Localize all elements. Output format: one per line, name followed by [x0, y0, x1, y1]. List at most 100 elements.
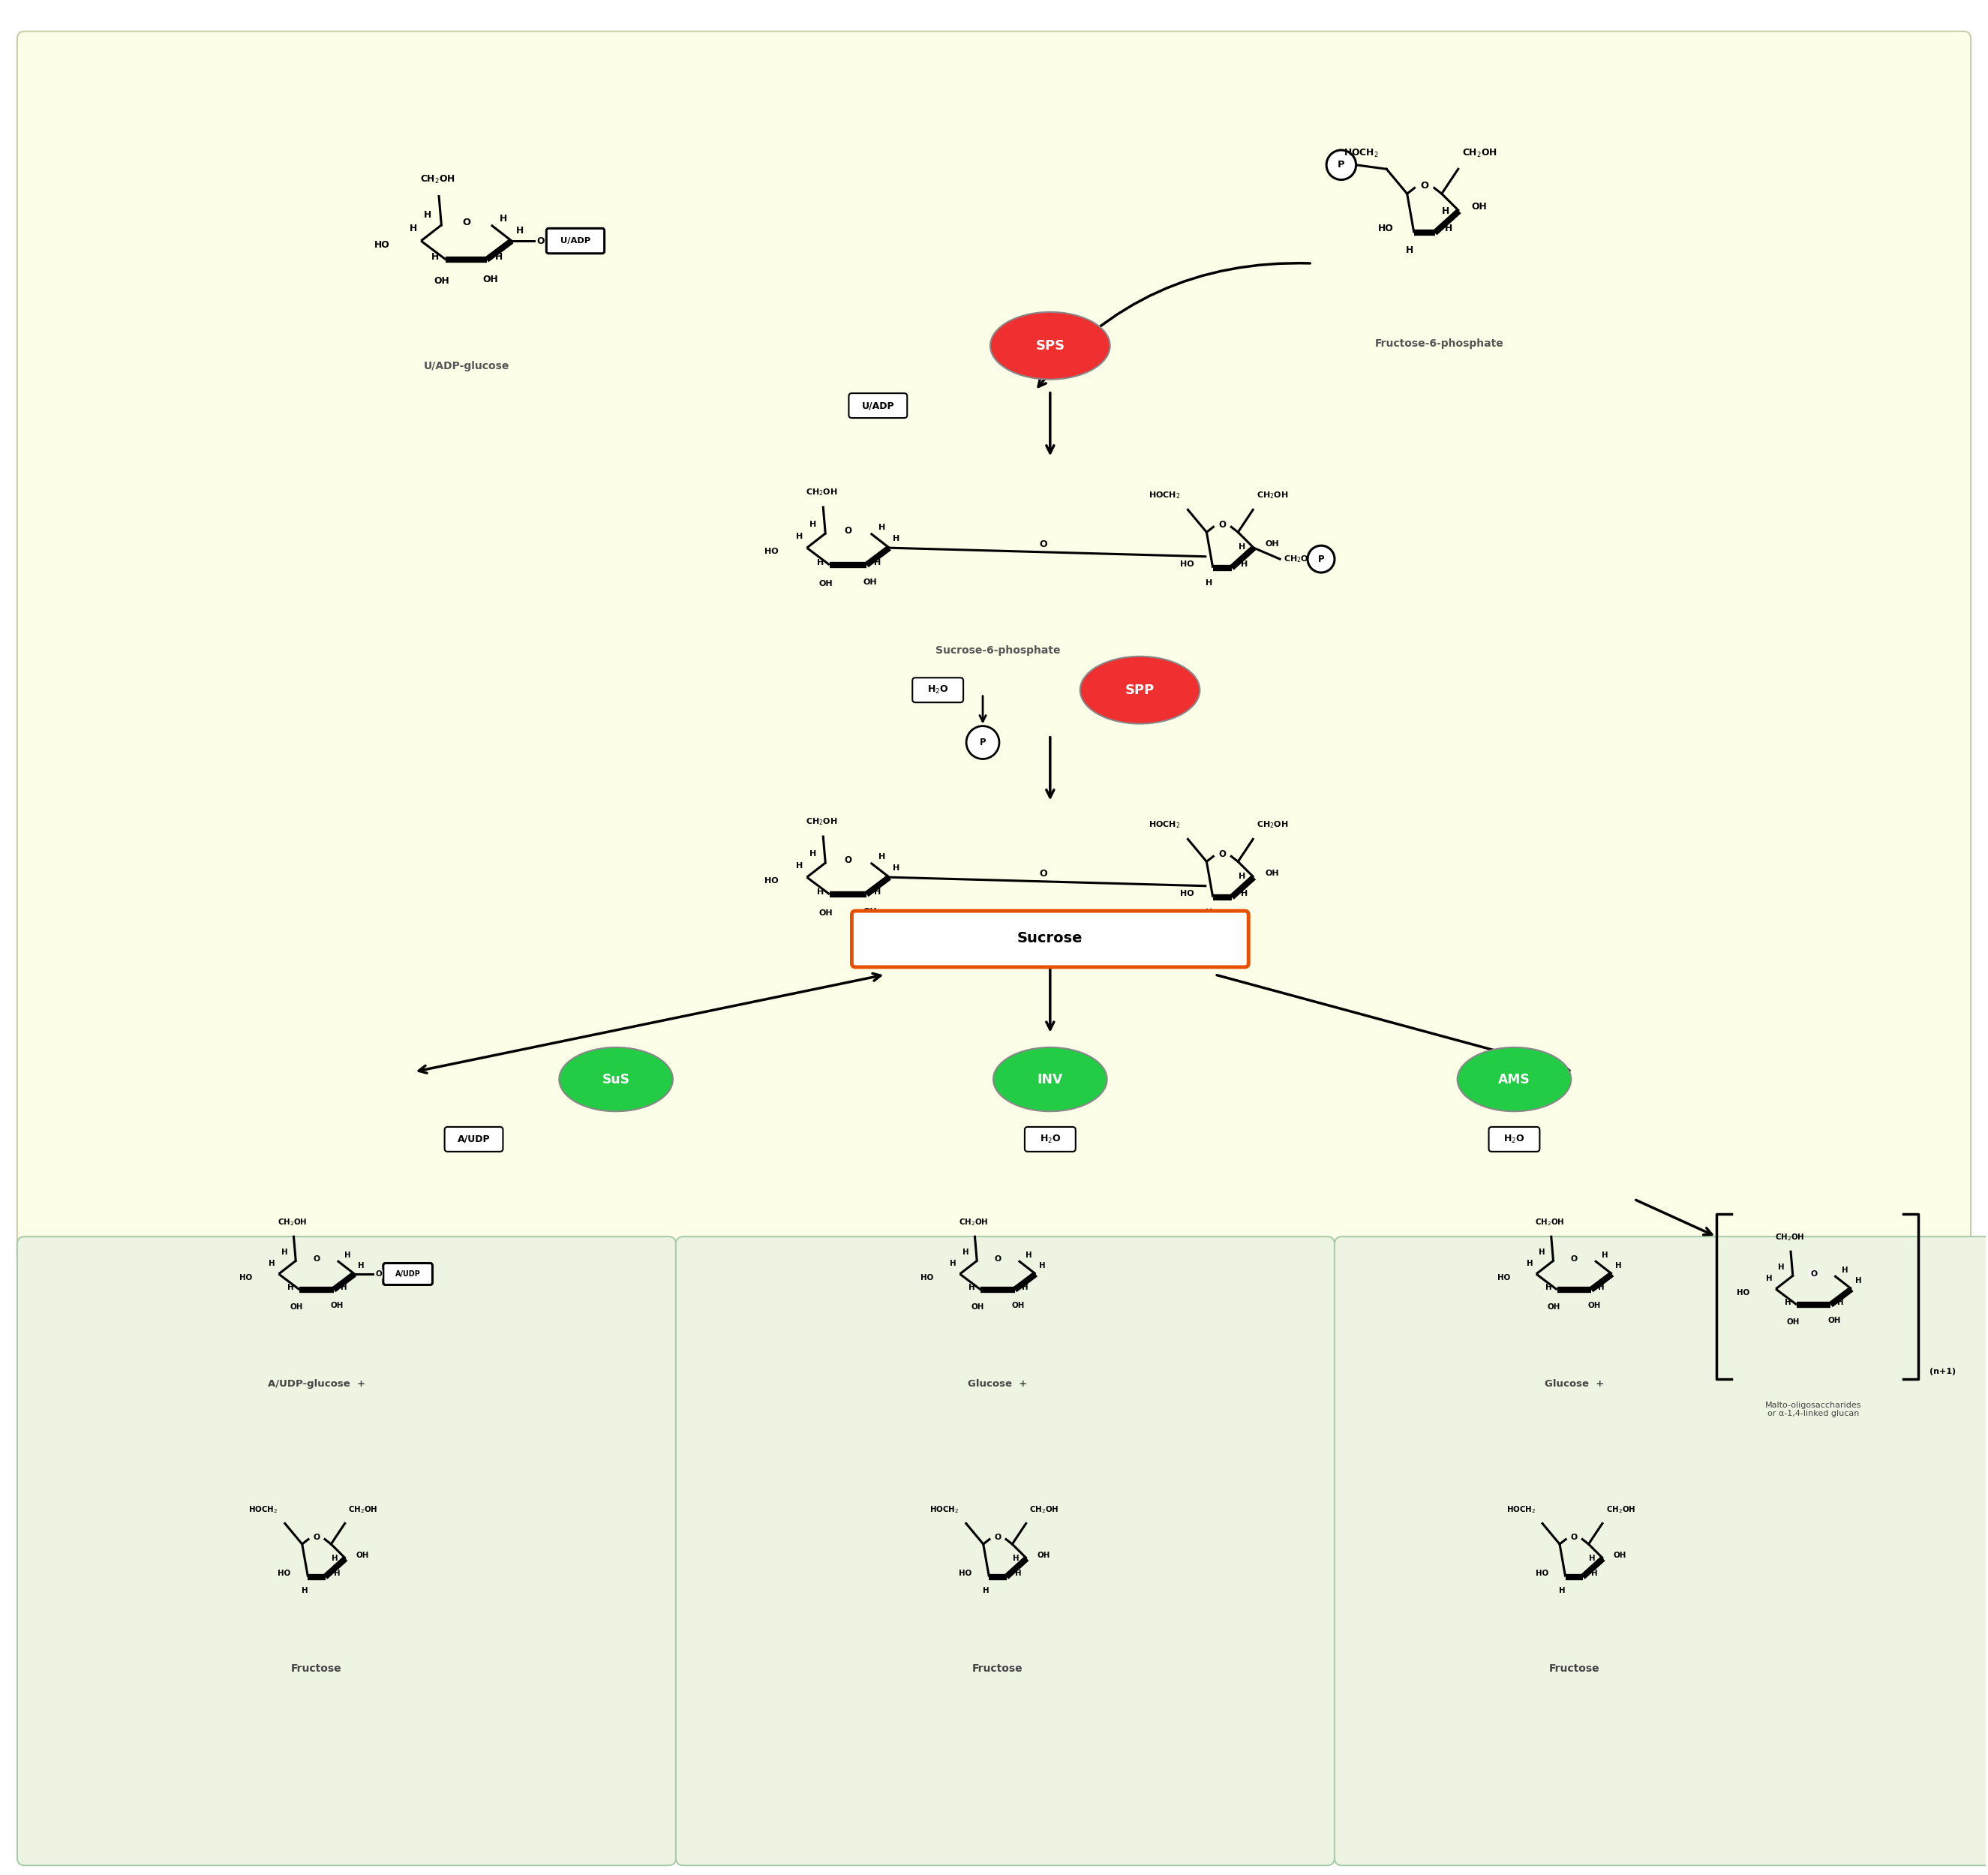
Text: OH: OH — [330, 1301, 344, 1309]
Text: H: H — [431, 253, 439, 262]
Text: CH$_2$OH: CH$_2$OH — [1256, 491, 1288, 501]
Text: CH$_2$OH: CH$_2$OH — [1030, 1506, 1060, 1515]
Text: OH: OH — [819, 579, 833, 587]
Text: O: O — [994, 1254, 1002, 1262]
Text: HOCH$_2$: HOCH$_2$ — [1507, 1506, 1535, 1515]
Text: H: H — [1022, 1284, 1028, 1292]
Text: Fructose: Fructose — [1549, 1663, 1600, 1674]
Text: H: H — [809, 849, 817, 857]
Text: H: H — [1765, 1275, 1773, 1282]
Text: CH$_2$OH: CH$_2$OH — [805, 488, 837, 497]
FancyBboxPatch shape — [1334, 1238, 1988, 1866]
Text: H: H — [795, 862, 803, 870]
Text: HO: HO — [1181, 561, 1195, 568]
Text: H: H — [1241, 889, 1248, 896]
Text: HO: HO — [1497, 1273, 1511, 1281]
Text: O: O — [994, 1534, 1002, 1541]
Text: U/ADP-glucose: U/ADP-glucose — [423, 360, 509, 371]
Text: H: H — [410, 223, 417, 232]
Text: OH: OH — [1588, 1301, 1600, 1309]
Text: O: O — [314, 1534, 320, 1541]
Text: O: O — [1419, 180, 1429, 191]
Text: H: H — [515, 227, 523, 236]
Text: H: H — [968, 1284, 976, 1292]
Text: H: H — [962, 1249, 968, 1256]
Text: H$_2$O: H$_2$O — [926, 684, 948, 696]
Text: HOCH$_2$: HOCH$_2$ — [1344, 148, 1378, 159]
Text: O: O — [1571, 1534, 1578, 1541]
Text: Glucose  +: Glucose + — [1545, 1378, 1604, 1389]
Text: H: H — [1406, 246, 1413, 255]
Text: H: H — [1602, 1251, 1608, 1258]
Text: HO: HO — [1535, 1569, 1549, 1577]
Circle shape — [1326, 150, 1356, 180]
Text: H: H — [1837, 1299, 1845, 1307]
Text: H: H — [1598, 1284, 1604, 1292]
Text: OH: OH — [1471, 202, 1487, 212]
Text: CH$_2$OH: CH$_2$OH — [419, 174, 455, 186]
Text: O: O — [1811, 1269, 1817, 1277]
Text: O: O — [537, 236, 545, 246]
Text: HOCH$_2$: HOCH$_2$ — [930, 1506, 958, 1515]
Text: OH: OH — [819, 909, 833, 917]
Text: CH$_2$OH: CH$_2$OH — [348, 1506, 378, 1515]
Text: Fructose-6-phosphate: Fructose-6-phosphate — [1376, 338, 1503, 349]
Text: H: H — [1241, 561, 1248, 568]
Text: OH: OH — [1547, 1303, 1561, 1311]
Text: H: H — [879, 523, 885, 531]
Text: HO: HO — [765, 547, 779, 555]
Text: H: H — [1841, 1266, 1847, 1273]
Text: OH: OH — [970, 1303, 984, 1311]
Text: H: H — [817, 559, 823, 566]
Text: H: H — [1559, 1586, 1565, 1594]
Text: H: H — [950, 1260, 956, 1268]
FancyBboxPatch shape — [912, 677, 964, 703]
Text: HO: HO — [241, 1273, 252, 1281]
Ellipse shape — [1457, 1048, 1571, 1112]
Text: CH$_2$OH: CH$_2$OH — [1775, 1232, 1805, 1243]
Text: H$_2$O: H$_2$O — [1503, 1134, 1525, 1146]
Text: Glucose  +: Glucose + — [968, 1378, 1028, 1389]
Text: OH: OH — [1264, 540, 1278, 547]
Text: A/UDP: A/UDP — [457, 1134, 491, 1144]
FancyBboxPatch shape — [18, 32, 1970, 1266]
Text: H: H — [1539, 1249, 1545, 1256]
Text: O: O — [1040, 540, 1048, 549]
Text: H: H — [1239, 544, 1244, 551]
Text: H: H — [1777, 1264, 1785, 1271]
Text: H: H — [875, 889, 881, 896]
Text: H: H — [1616, 1262, 1622, 1269]
Text: CH$_2$OH: CH$_2$OH — [1535, 1217, 1565, 1228]
Text: H: H — [1527, 1260, 1533, 1268]
Text: H: H — [795, 532, 803, 540]
Text: H: H — [817, 889, 823, 896]
FancyBboxPatch shape — [18, 1238, 676, 1866]
Circle shape — [1308, 546, 1334, 572]
Text: H: H — [1014, 1569, 1022, 1577]
Text: CH$_2$OH: CH$_2$OH — [1606, 1506, 1636, 1515]
FancyBboxPatch shape — [1024, 1127, 1076, 1151]
Text: H: H — [499, 214, 507, 223]
Text: Sucrose-6-phosphate: Sucrose-6-phosphate — [934, 645, 1060, 656]
Text: O: O — [1219, 519, 1227, 529]
Text: OH: OH — [356, 1551, 370, 1558]
Text: HOCH$_2$: HOCH$_2$ — [1149, 491, 1181, 501]
Text: HO: HO — [1181, 889, 1195, 896]
Text: HOCH$_2$: HOCH$_2$ — [248, 1506, 278, 1515]
Text: H: H — [1040, 1262, 1046, 1269]
Text: H: H — [334, 1569, 340, 1577]
Text: P: P — [1318, 555, 1324, 564]
FancyBboxPatch shape — [1489, 1127, 1539, 1151]
Text: (n+1): (n+1) — [1930, 1367, 1956, 1374]
Text: O: O — [376, 1269, 382, 1277]
Text: H: H — [344, 1251, 350, 1258]
Text: O: O — [1571, 1254, 1578, 1262]
Text: OH: OH — [1038, 1551, 1050, 1558]
Text: H: H — [1785, 1299, 1791, 1307]
Text: H: H — [1590, 1569, 1598, 1577]
Text: H: H — [280, 1249, 288, 1256]
Text: H: H — [1205, 908, 1213, 915]
Text: CH$_2$OH: CH$_2$OH — [1256, 819, 1288, 831]
Text: H: H — [1588, 1554, 1594, 1562]
Text: O: O — [314, 1254, 320, 1262]
